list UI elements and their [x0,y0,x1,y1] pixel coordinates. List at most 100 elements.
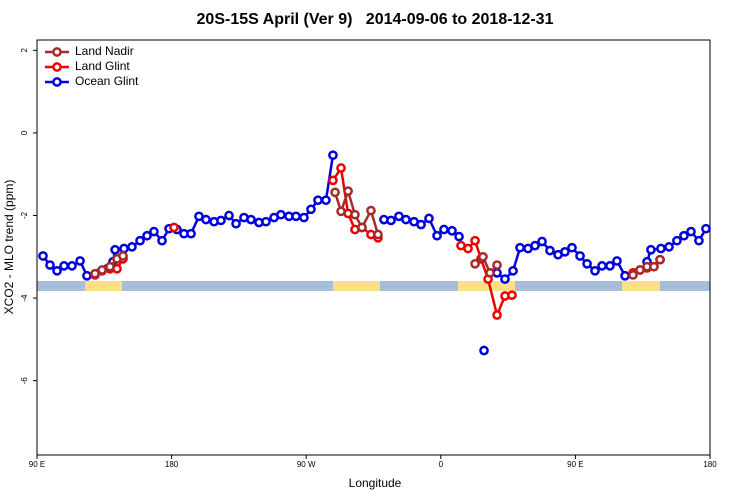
point [507,290,517,301]
series-line [41,155,708,281]
point [246,214,256,225]
point [336,206,346,217]
y-tick-label: 2 [20,48,29,53]
point [628,270,638,280]
point [343,186,353,196]
legend-marker [52,62,62,72]
legend-marker [52,47,62,57]
point [216,215,226,226]
point [201,214,211,225]
point [656,243,666,254]
point [169,222,179,233]
point [105,261,115,272]
point [416,219,426,230]
point [52,265,62,276]
y-tick-label: -6 [20,377,29,385]
point [350,209,360,220]
point [157,235,167,246]
legend-label: Land Nadir [75,44,134,58]
point [463,243,473,254]
x-tick-label: 180 [703,460,717,469]
point [694,235,704,246]
series [90,163,665,320]
point [67,261,77,271]
point [127,242,137,252]
point [646,244,656,255]
point [401,214,411,225]
point [373,229,383,240]
point [386,215,396,226]
point [664,242,674,252]
point [118,251,128,261]
point [75,256,85,266]
point [672,235,682,246]
point [306,204,316,215]
y-tick-label: 0 [20,130,29,135]
point [454,231,464,242]
land-band [458,281,515,291]
point [313,195,323,206]
point [439,224,449,235]
point [575,251,585,261]
point [701,223,711,234]
point [97,265,107,275]
legend-marker [52,77,62,87]
chart-title: 20S-15S April (Ver 9) 2014-09-06 to 2018… [197,11,554,28]
point [149,226,159,237]
point [478,251,488,262]
plot-frame [36,39,711,456]
point [515,242,525,253]
point [135,235,145,246]
point [82,270,92,281]
point [530,240,540,251]
land-band [622,281,660,291]
point [447,225,457,236]
point [90,268,100,279]
x-tick-label: 90 W [297,460,316,469]
y-axis-label: XCO2 - MLO trend (ppm) [2,180,16,315]
point [567,242,577,253]
land-band [85,281,122,291]
point [492,310,502,320]
y-tick-label: -4 [20,294,29,302]
series [90,186,665,280]
point [590,265,600,276]
point [485,268,495,278]
point [357,222,367,233]
x-tick-label: 90 E [29,460,45,469]
point [612,256,622,266]
point [655,254,665,265]
point [597,261,607,271]
point [321,195,331,206]
point [686,226,696,237]
point [59,261,69,271]
land-band [333,281,380,291]
point [649,261,659,272]
x-tick-label: 90 E [567,460,583,469]
point [261,216,271,227]
land-strip [37,281,710,291]
point [328,150,338,161]
point [328,175,338,186]
point [620,270,630,281]
point [142,230,152,241]
point [224,210,234,221]
x-tick-label: 180 [165,460,179,469]
point [582,258,592,269]
point [545,245,555,256]
point [605,261,615,271]
point [110,244,120,255]
point [336,163,346,173]
point [186,228,196,239]
point [679,230,689,241]
point [500,274,510,284]
point [330,187,340,198]
legend-label: Land Glint [75,59,130,73]
series [38,150,711,356]
point [470,258,480,269]
point [424,213,434,224]
x-axis-label: Longitude [349,476,402,490]
point [299,212,309,223]
point [119,243,129,254]
